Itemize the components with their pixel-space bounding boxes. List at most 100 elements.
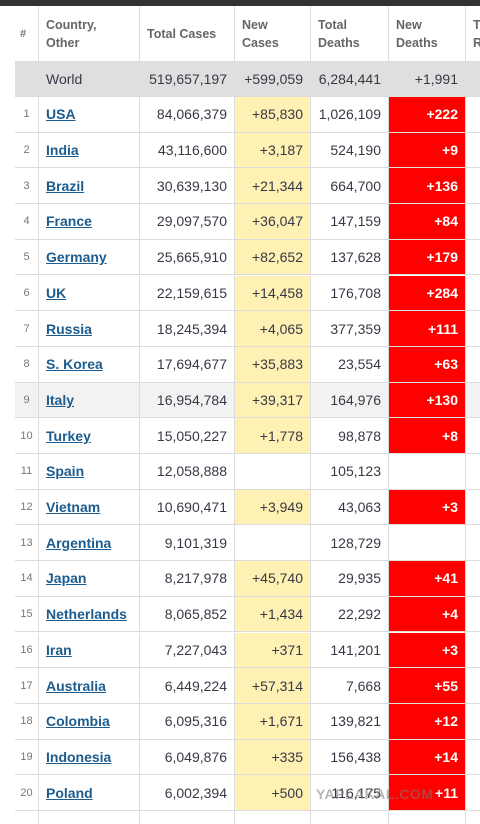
stat-cell [311, 811, 389, 824]
country-link[interactable]: Argentina [39, 525, 140, 562]
country-link[interactable]: Spain [39, 454, 140, 490]
stat-cell [466, 240, 480, 276]
stat-cell: +3 [389, 489, 466, 526]
row-index: 10 [15, 418, 39, 454]
row-index: 15 [15, 596, 39, 633]
stat-cell [389, 454, 466, 490]
country-link[interactable]: Vietnam [39, 489, 140, 526]
country-link[interactable]: USA [39, 97, 140, 133]
stat-cell: +3,187 [235, 132, 311, 169]
stat-cell: +1,778 [235, 418, 311, 454]
row-index: 13 [15, 525, 39, 562]
column-header: New Deaths [389, 6, 466, 62]
stat-cell: 16,954,784 [140, 382, 235, 419]
country-link[interactable]: Japan [39, 561, 140, 597]
country-link[interactable]: Indonesia [39, 739, 140, 776]
stat-cell: +500 [235, 775, 311, 811]
country-link[interactable]: Brazil [39, 168, 140, 205]
stat-cell: 43,063 [311, 489, 389, 526]
country-link[interactable]: India [39, 132, 140, 169]
stat-cell: 519,657,197 [140, 62, 235, 97]
stat-cell: 6,095,316 [140, 703, 235, 740]
country-link[interactable]: Turkey [39, 418, 140, 454]
stat-cell [466, 276, 480, 312]
row-index: 20 [15, 775, 39, 811]
stat-cell: +36,047 [235, 204, 311, 240]
stat-cell: +57,314 [235, 668, 311, 704]
stat-cell: +371 [235, 632, 311, 669]
row-index: 19 [15, 739, 39, 776]
stat-cell: +84 [389, 204, 466, 240]
row-index: 16 [15, 632, 39, 669]
stat-cell: +3,949 [235, 489, 311, 526]
stat-cell: 128,729 [311, 525, 389, 562]
stat-cell: +85,830 [235, 97, 311, 133]
country-link[interactable]: Poland [39, 775, 140, 811]
stat-cell: +39,317 [235, 382, 311, 419]
stat-cell: 8,217,978 [140, 561, 235, 597]
stat-cell: +136 [389, 168, 466, 205]
stat-cell: +11 [389, 775, 466, 811]
country-link[interactable]: France [39, 204, 140, 240]
stat-cell: 17,694,677 [140, 346, 235, 383]
stat-cell: 377,359 [311, 311, 389, 347]
stat-cell: +3 [389, 632, 466, 669]
stat-cell: +82,652 [235, 239, 311, 276]
country-link[interactable]: Germany [39, 239, 140, 276]
row-index: 9 [15, 382, 39, 419]
stat-cell: 176,708 [311, 275, 389, 312]
stat-cell: 29,097,570 [140, 204, 235, 240]
stat-cell: 15,050,227 [140, 418, 235, 454]
stat-cell [466, 168, 480, 205]
stat-cell: 22,292 [311, 596, 389, 633]
stat-cell: 25,665,910 [140, 239, 235, 276]
stat-cell: 8,065,852 [140, 596, 235, 633]
stat-cell: 10,690,471 [140, 489, 235, 526]
stat-cell [466, 704, 480, 740]
stat-cell [466, 454, 480, 490]
stat-cell [466, 347, 480, 383]
stat-cell: +1,434 [235, 596, 311, 633]
stat-cell: 105,123 [311, 454, 389, 490]
stat-cell: +12 [389, 703, 466, 740]
stat-cell [389, 811, 466, 824]
stat-cell: 139,821 [311, 703, 389, 740]
row-index: 8 [15, 346, 39, 383]
row-index: 14 [15, 561, 39, 597]
stat-cell [140, 811, 235, 824]
country-link[interactable]: Colombia [39, 703, 140, 740]
country-link[interactable]: Italy [39, 382, 140, 419]
stat-cell [389, 525, 466, 562]
stat-cell [466, 204, 480, 240]
row-index: 3 [15, 168, 39, 205]
row-index [15, 62, 39, 97]
stat-cell: +222 [389, 97, 466, 133]
row-index: 4 [15, 204, 39, 240]
stat-cell: +111 [389, 311, 466, 347]
stat-cell: 116,175 [311, 775, 389, 811]
stat-cell: 524,190 [311, 132, 389, 169]
row-index: 12 [15, 489, 39, 526]
stat-cell [466, 311, 480, 347]
stat-cell: +55 [389, 668, 466, 704]
country-link[interactable]: Netherlands [39, 596, 140, 633]
stat-cell: 84,066,379 [140, 97, 235, 133]
stat-cell [15, 811, 39, 824]
stat-cell: 141,201 [311, 632, 389, 669]
stat-cell [466, 668, 480, 704]
row-index: 17 [15, 668, 39, 704]
stat-cell: +335 [235, 739, 311, 776]
stat-cell: 147,159 [311, 204, 389, 240]
stat-cell: +1,671 [235, 703, 311, 740]
country-link[interactable]: Australia [39, 668, 140, 704]
status-bar [0, 0, 480, 6]
stat-cell [466, 597, 480, 633]
country-link[interactable]: Iran [39, 632, 140, 669]
column-header: New Cases [235, 6, 311, 62]
stat-cell [466, 133, 480, 169]
stat-cell: +45,740 [235, 561, 311, 597]
country-link[interactable]: Russia [39, 311, 140, 347]
country-link[interactable]: UK [39, 275, 140, 312]
country-link[interactable]: S. Korea [39, 346, 140, 383]
stat-cell: +14 [389, 739, 466, 776]
